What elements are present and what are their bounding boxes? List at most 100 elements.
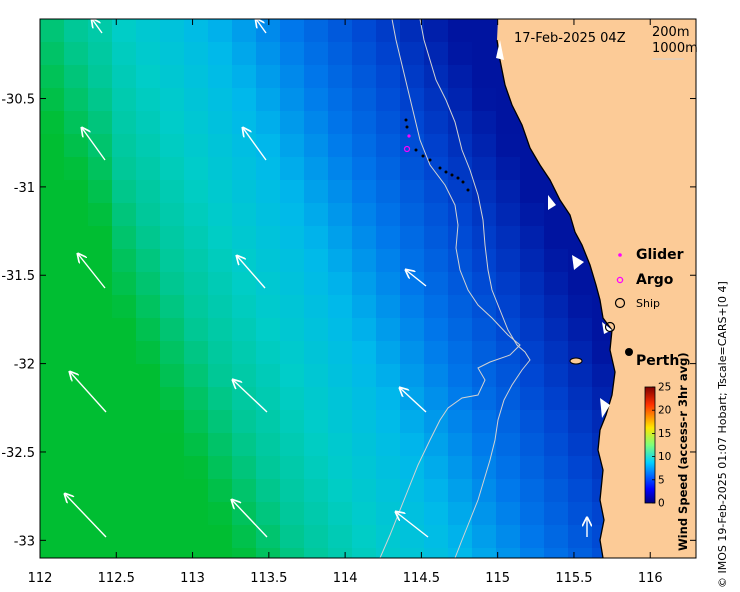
wind-cell bbox=[328, 410, 353, 434]
wind-cell bbox=[328, 134, 353, 158]
wind-cell bbox=[256, 65, 281, 89]
wind-cell bbox=[448, 157, 473, 181]
wind-cell bbox=[232, 272, 257, 296]
wind-cell bbox=[448, 272, 473, 296]
wind-cell bbox=[376, 479, 401, 503]
wind-cell bbox=[376, 364, 401, 388]
wind-cell bbox=[520, 410, 545, 434]
wind-cell bbox=[112, 479, 137, 503]
wind-cell bbox=[184, 341, 209, 365]
wind-cell bbox=[352, 433, 377, 457]
wind-cell bbox=[136, 479, 161, 503]
wind-cell bbox=[352, 180, 377, 204]
colorbar-tick-label: 20 bbox=[658, 405, 671, 417]
wind-cell bbox=[328, 502, 353, 526]
wind-cell bbox=[400, 65, 425, 89]
legend-argo-label: Argo bbox=[636, 272, 674, 288]
wind-cell bbox=[280, 88, 305, 112]
wind-cell bbox=[232, 42, 257, 66]
wind-cell bbox=[280, 180, 305, 204]
wind-cell bbox=[544, 387, 569, 411]
wind-cell bbox=[304, 157, 329, 181]
wind-cell bbox=[208, 19, 233, 43]
wind-cell bbox=[448, 410, 473, 434]
wind-cell bbox=[40, 272, 65, 296]
wind-cell bbox=[208, 134, 233, 158]
wind-cell bbox=[232, 157, 257, 181]
wind-cell bbox=[184, 203, 209, 227]
wind-cell bbox=[400, 180, 425, 204]
wind-cell bbox=[424, 65, 449, 89]
wind-cell bbox=[88, 318, 113, 342]
wind-cell bbox=[448, 134, 473, 158]
x-axis: 112 112.5 113 113.5 114 114.5 115 115.5 116 bbox=[28, 19, 663, 586]
wind-cell bbox=[400, 502, 425, 526]
plot-frame bbox=[39, 18, 697, 559]
wind-cell bbox=[568, 433, 593, 457]
wind-cell bbox=[352, 272, 377, 296]
wind-cell bbox=[424, 111, 449, 135]
wind-cell bbox=[280, 364, 305, 388]
wind-cell bbox=[328, 88, 353, 112]
wind-cell bbox=[496, 134, 521, 158]
wind-cell bbox=[400, 479, 425, 503]
perth-label: Perth bbox=[636, 353, 679, 369]
wind-cell bbox=[232, 318, 257, 342]
wind-cell bbox=[40, 157, 65, 181]
wind-cell bbox=[88, 111, 113, 135]
wind-cell bbox=[136, 548, 161, 558]
wind-cell bbox=[352, 88, 377, 112]
x-tick-label: 112.5 bbox=[98, 571, 135, 586]
wind-cell bbox=[136, 341, 161, 365]
wind-cell bbox=[352, 19, 377, 43]
wind-cell bbox=[544, 502, 569, 526]
wind-cell bbox=[352, 410, 377, 434]
wind-cell bbox=[208, 548, 233, 558]
wind-cell bbox=[424, 226, 449, 250]
wind-cell bbox=[136, 42, 161, 66]
coastal-gap bbox=[496, 40, 504, 60]
wind-cell bbox=[88, 525, 113, 549]
wind-cell bbox=[256, 295, 281, 319]
wind-cell bbox=[280, 272, 305, 296]
wind-cell bbox=[448, 433, 473, 457]
wind-cell bbox=[520, 525, 545, 549]
wind-cell bbox=[184, 226, 209, 250]
wind-cell bbox=[448, 180, 473, 204]
wind-cell bbox=[280, 433, 305, 457]
wind-cell bbox=[496, 180, 521, 204]
wind-cell bbox=[280, 525, 305, 549]
colorbar-ticks: 25 20 15 10 5 0 bbox=[652, 382, 671, 510]
wind-cell bbox=[520, 387, 545, 411]
wind-cell bbox=[280, 479, 305, 503]
wind-cell bbox=[448, 203, 473, 227]
wind-cell bbox=[112, 433, 137, 457]
wind-cell bbox=[136, 65, 161, 89]
wind-cell bbox=[376, 341, 401, 365]
wind-cell bbox=[64, 249, 89, 273]
wind-cell bbox=[424, 134, 449, 158]
wind-cell bbox=[472, 65, 497, 89]
wind-cell bbox=[544, 318, 569, 342]
wind-cell bbox=[376, 318, 401, 342]
wind-cell bbox=[112, 456, 137, 480]
wind-cell bbox=[496, 341, 521, 365]
wind-cell bbox=[280, 410, 305, 434]
wind-cell bbox=[208, 341, 233, 365]
wind-cell bbox=[256, 410, 281, 434]
colorbar-tick-label: 0 bbox=[658, 498, 665, 510]
wind-cell bbox=[64, 364, 89, 388]
wind-cell bbox=[208, 502, 233, 526]
wind-cell bbox=[448, 364, 473, 388]
wind-arrow bbox=[82, 128, 106, 161]
wind-cell bbox=[184, 548, 209, 558]
wind-cell bbox=[400, 295, 425, 319]
wind-cell bbox=[208, 249, 233, 273]
wind-cell bbox=[376, 65, 401, 89]
wind-cell bbox=[376, 433, 401, 457]
rottnest-island bbox=[569, 357, 583, 365]
wind-arrow bbox=[70, 372, 107, 413]
wind-cell bbox=[40, 88, 65, 112]
wind-cell bbox=[40, 341, 65, 365]
wind-cell bbox=[400, 318, 425, 342]
